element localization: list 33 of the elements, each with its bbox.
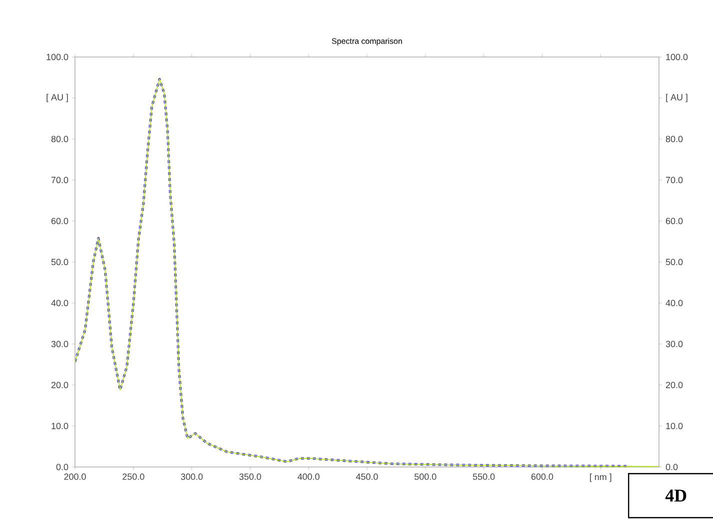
x-tick-label: 200.0 [64, 474, 86, 480]
y-tick-label: 80.0 [51, 136, 68, 142]
text: 4D [665, 490, 686, 502]
y2-tick-label: 80.0 [666, 136, 683, 142]
x-tick-label: 550.0 [472, 474, 495, 480]
x-tick-label: 350.0 [239, 474, 262, 480]
y2-tick-label: 20.0 [666, 382, 683, 388]
y-tick-label: 30.0 [51, 340, 68, 348]
y-tick-label: 70.0 [51, 176, 68, 184]
x-tick-label: 250.0 [122, 474, 144, 480]
x-tick-label: 500.0 [414, 474, 436, 480]
y2-tick-label: 40.0 [666, 300, 683, 306]
y2-tick-label: 10.0 [666, 422, 683, 430]
y2-tick-label: 70.0 [666, 176, 683, 184]
y2-tick-label: [ AU ] [666, 94, 688, 102]
y-tick-label: 10.0 [52, 422, 68, 430]
y-tick-label: 0.0 [56, 464, 68, 470]
x-tick-label: 400.0 [298, 474, 320, 480]
y-tick-label: [ AU ] [46, 94, 68, 102]
x-tick-label: [ nm ] [590, 474, 612, 482]
y-tick-label: 50.0 [51, 258, 68, 266]
x-tick-label: 300.0 [180, 474, 203, 480]
y-tick-label: 100.0 [46, 54, 68, 60]
y2-tick-label: 30.0 [666, 340, 683, 348]
y2-tick-label: 50.0 [666, 258, 683, 266]
x-tick-label: 600.0 [531, 474, 554, 480]
y2-tick-label: 100.0 [666, 54, 688, 60]
y-tick-label: 40.0 [51, 300, 68, 306]
y2-tick-label: 60.0 [666, 218, 683, 224]
x-tick-label: 450.0 [356, 474, 378, 480]
y-tick-label: 20.0 [51, 382, 68, 388]
y2-tick-label: 0.0 [666, 464, 678, 470]
y-tick-label: 60.0 [51, 218, 68, 224]
